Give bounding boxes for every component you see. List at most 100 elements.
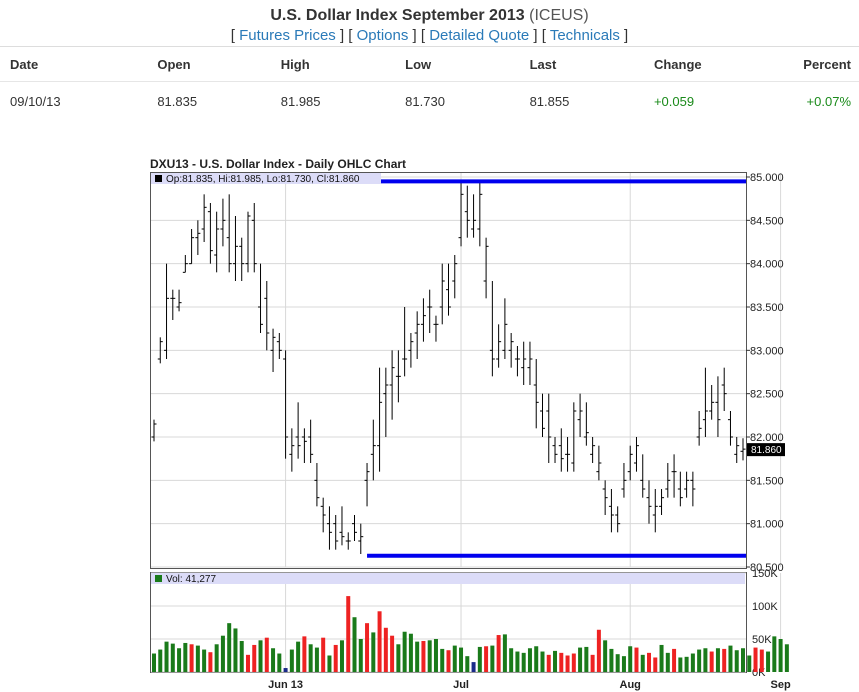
volume-bar — [158, 649, 163, 672]
volume-tick-label: 50K — [752, 634, 772, 646]
volume-bar — [396, 644, 401, 672]
volume-bar — [584, 646, 589, 672]
chart-title: DXU13 - U.S. Dollar Index - Daily OHLC C… — [150, 157, 406, 171]
col-high: High — [280, 46, 406, 82]
cell-high: 81.985 — [280, 93, 321, 109]
volume-bar — [728, 645, 733, 672]
volume-bar — [208, 652, 213, 672]
volume-bar — [647, 652, 652, 672]
volume-bar — [189, 644, 194, 672]
volume-bar — [327, 655, 332, 672]
volume-bar — [590, 654, 595, 672]
volume-bar — [477, 646, 482, 672]
volume-bar — [653, 657, 658, 672]
quote-links: [ Futures Prices ] [ Options ] [ Detaile… — [230, 27, 629, 44]
volume-bar — [659, 644, 664, 672]
options-link[interactable]: Options — [356, 27, 409, 44]
volume-bar — [408, 633, 413, 672]
volume-bar — [164, 641, 169, 672]
technicals-link[interactable]: Technicals — [549, 27, 620, 44]
volume-bar — [459, 647, 464, 672]
volume-bar — [778, 639, 783, 672]
volume-bar — [214, 644, 219, 672]
volume-bar — [484, 646, 489, 672]
volume-bar — [615, 654, 620, 672]
price-legend-bg — [151, 173, 381, 184]
futures-prices-link[interactable]: Futures Prices — [239, 27, 336, 44]
volume-bar — [559, 652, 564, 672]
col-change: Change — [653, 46, 804, 82]
volume-bar — [540, 651, 545, 672]
volume-bar — [565, 655, 570, 672]
volume-bar — [697, 649, 702, 672]
volume-bar — [321, 637, 326, 672]
cell-last: 81.855 — [529, 93, 570, 109]
volume-bar — [596, 629, 601, 672]
volume-bar — [772, 636, 777, 672]
volume-bar — [753, 647, 758, 672]
volume-bar — [296, 641, 301, 672]
volume-legend: Vol: 41,277 — [166, 574, 216, 585]
volume-bar — [471, 662, 476, 672]
col-date: Date — [0, 46, 158, 82]
volume-bar — [415, 641, 420, 672]
volume-bar — [170, 643, 175, 672]
price-tick-label: 82.000 — [750, 432, 784, 444]
price-tick-label: 84.500 — [750, 215, 784, 227]
volume-bar — [402, 631, 407, 672]
volume-bar — [283, 668, 288, 672]
volume-bars — [152, 596, 789, 672]
volume-bar — [553, 650, 558, 672]
volume-bar — [252, 644, 257, 672]
volume-bar — [722, 648, 727, 672]
volume-bar — [302, 636, 307, 672]
price-tick-label: 81.000 — [750, 519, 784, 531]
price-tick-label: 80.500 — [750, 562, 784, 574]
volume-bar — [741, 648, 745, 672]
price-tick-label: 85.000 — [750, 172, 784, 184]
volume-bar — [446, 650, 451, 672]
volume-bar — [258, 640, 263, 672]
last-price-label: 81.860 — [751, 445, 782, 456]
volume-bar — [509, 648, 514, 672]
price-tick-label: 84.000 — [750, 259, 784, 271]
volume-bar — [433, 639, 438, 672]
volume-bar — [346, 596, 351, 672]
volume-bar — [747, 655, 752, 672]
volume-bar — [609, 648, 614, 672]
price-tick-label: 83.500 — [750, 302, 784, 314]
last-price-marker: 81.860 — [747, 443, 785, 457]
x-axis-label: Sep — [771, 679, 791, 691]
volume-bar — [233, 628, 238, 672]
volume-bar — [709, 651, 714, 672]
volume-bar — [452, 645, 457, 672]
volume-bar — [546, 654, 551, 672]
price-tick-label: 81.500 — [750, 475, 784, 487]
volume-bar — [308, 644, 313, 672]
price-tick-label: 82.500 — [750, 389, 784, 401]
volume-bar — [339, 640, 344, 672]
volume-bar — [352, 617, 357, 672]
volume-legend-swatch — [155, 575, 162, 582]
col-low: Low — [405, 46, 530, 82]
volume-bar — [383, 627, 388, 672]
volume-bar — [465, 656, 470, 672]
x-axis-label: Aug — [620, 679, 641, 691]
x-axis-label: Jun 13 — [268, 679, 303, 691]
volume-bar — [333, 644, 338, 672]
volume-bar — [202, 649, 207, 672]
col-last: Last — [529, 46, 654, 82]
volume-bar — [195, 645, 200, 672]
price-legend: Op:81.835, Hi:81.985, Lo:81.730, Cl:81.8… — [166, 174, 360, 185]
cell-open: 81.835 — [157, 93, 198, 109]
volume-bar — [377, 611, 382, 672]
volume-bar — [634, 647, 639, 672]
detailed-quote-link[interactable]: Detailed Quote — [429, 27, 530, 44]
volume-bar — [239, 640, 244, 672]
volume-bar — [527, 648, 532, 672]
volume-bar — [715, 648, 720, 672]
volume-bar — [678, 657, 683, 672]
quote-table-header: Date Open High Low Last Change Percent — [0, 46, 859, 82]
volume-tick-label: 150K — [752, 568, 778, 580]
x-axis-label: Jul — [453, 679, 469, 691]
